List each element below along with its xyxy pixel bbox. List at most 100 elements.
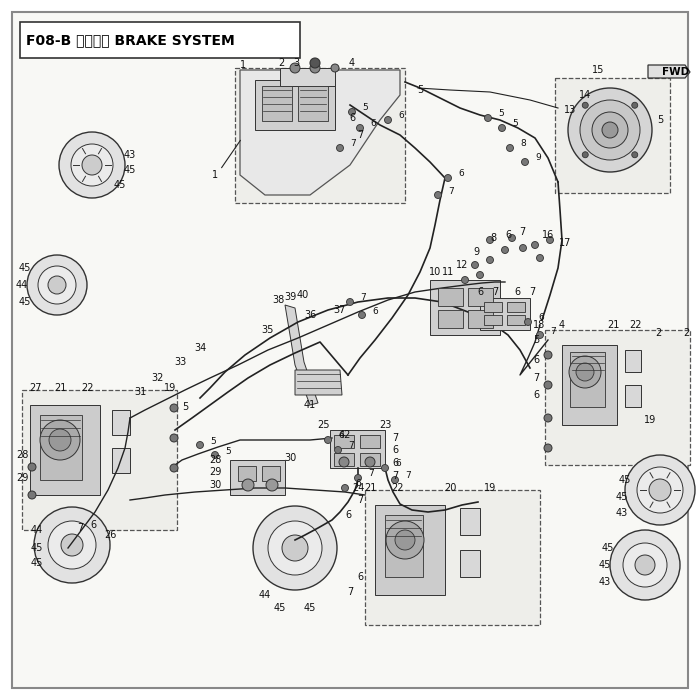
Circle shape <box>461 276 468 284</box>
Text: 8: 8 <box>520 139 526 148</box>
Bar <box>112 448 130 473</box>
Circle shape <box>631 152 638 158</box>
Circle shape <box>382 465 388 472</box>
Text: 21: 21 <box>54 383 66 393</box>
Text: 11: 11 <box>442 267 454 277</box>
Text: 6: 6 <box>533 355 539 365</box>
Circle shape <box>331 64 339 72</box>
Text: 45: 45 <box>598 560 611 570</box>
Circle shape <box>386 521 424 559</box>
Text: FWD: FWD <box>662 67 690 77</box>
Circle shape <box>356 125 363 132</box>
Circle shape <box>486 237 493 244</box>
Text: 7: 7 <box>519 227 525 237</box>
Text: 7: 7 <box>368 470 374 479</box>
Circle shape <box>544 414 552 422</box>
Circle shape <box>38 266 76 304</box>
Text: 19: 19 <box>484 483 496 493</box>
Bar <box>507 315 525 325</box>
Text: 5: 5 <box>417 85 423 95</box>
Circle shape <box>170 404 178 412</box>
Circle shape <box>568 88 652 172</box>
Text: 6: 6 <box>398 111 404 120</box>
Text: 22: 22 <box>630 320 643 330</box>
Text: 6: 6 <box>533 390 539 400</box>
Text: 6: 6 <box>345 510 351 520</box>
Text: 7: 7 <box>348 442 354 451</box>
Text: 7: 7 <box>392 471 398 481</box>
Text: 21: 21 <box>364 483 376 493</box>
Polygon shape <box>648 65 690 78</box>
Circle shape <box>544 351 552 359</box>
Text: 7: 7 <box>533 373 539 383</box>
Bar <box>562 345 617 425</box>
Text: 45: 45 <box>19 263 32 273</box>
Text: 7: 7 <box>492 287 498 297</box>
Text: 5: 5 <box>225 447 231 456</box>
FancyBboxPatch shape <box>365 490 540 625</box>
Text: 6: 6 <box>370 120 376 129</box>
Circle shape <box>637 467 683 513</box>
Text: 9: 9 <box>535 153 540 162</box>
Bar <box>484 302 502 312</box>
Circle shape <box>71 144 113 186</box>
Circle shape <box>631 102 638 108</box>
Text: 6: 6 <box>90 520 96 530</box>
Text: 41: 41 <box>304 400 316 410</box>
Text: 2: 2 <box>278 58 284 68</box>
Text: 25: 25 <box>316 420 329 430</box>
Text: 5: 5 <box>533 335 539 345</box>
Text: 22: 22 <box>392 483 405 493</box>
Bar <box>385 515 423 577</box>
Bar <box>262 86 292 121</box>
Text: 6: 6 <box>477 287 483 297</box>
Text: F08-B 制动系统 BRAKE SYSTEM: F08-B 制动系统 BRAKE SYSTEM <box>26 33 235 47</box>
Text: 7: 7 <box>77 523 83 533</box>
Text: 42: 42 <box>339 430 351 440</box>
Circle shape <box>635 555 655 575</box>
Text: 7: 7 <box>360 293 365 302</box>
Circle shape <box>531 241 538 248</box>
Text: 8: 8 <box>490 233 496 243</box>
Bar <box>625 385 641 407</box>
Bar <box>438 310 463 328</box>
Text: 35: 35 <box>262 325 274 335</box>
Circle shape <box>59 132 125 198</box>
Text: 27: 27 <box>29 383 41 393</box>
Circle shape <box>498 125 505 132</box>
Text: 45: 45 <box>602 543 614 553</box>
Bar <box>360 435 380 448</box>
Text: 38: 38 <box>272 295 284 305</box>
Text: 6: 6 <box>538 314 544 323</box>
Bar <box>375 505 445 595</box>
Text: 5: 5 <box>210 437 216 445</box>
Text: 30: 30 <box>209 480 221 490</box>
Polygon shape <box>240 70 400 195</box>
Circle shape <box>536 332 543 339</box>
Circle shape <box>625 455 695 525</box>
Text: 43: 43 <box>599 577 611 587</box>
Text: 17: 17 <box>559 238 571 248</box>
Text: 24: 24 <box>352 483 364 493</box>
Circle shape <box>342 484 349 491</box>
Text: 29: 29 <box>209 467 221 477</box>
Text: 2: 2 <box>655 328 661 338</box>
Circle shape <box>484 115 491 122</box>
Bar <box>480 298 530 330</box>
Text: 44: 44 <box>31 525 43 535</box>
Text: 7: 7 <box>357 130 363 140</box>
Circle shape <box>282 535 308 561</box>
Circle shape <box>547 237 554 244</box>
Text: 7: 7 <box>357 495 363 505</box>
Circle shape <box>170 434 178 442</box>
Text: 6: 6 <box>514 287 520 297</box>
Text: 6: 6 <box>357 572 363 582</box>
Bar <box>468 288 493 306</box>
Circle shape <box>266 479 278 491</box>
Bar <box>330 430 385 468</box>
Text: 4: 4 <box>349 58 355 68</box>
Text: 7: 7 <box>405 472 411 480</box>
Text: 45: 45 <box>31 543 43 553</box>
Text: 1: 1 <box>212 170 218 180</box>
Bar <box>334 435 354 448</box>
